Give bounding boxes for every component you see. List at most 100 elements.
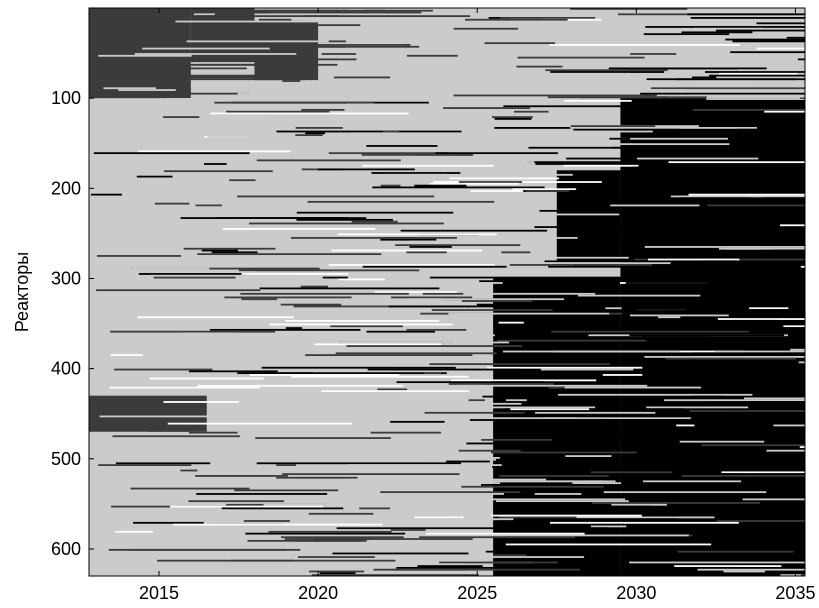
reactor-row-segment xyxy=(196,148,263,151)
reactor-row-segment xyxy=(173,565,291,567)
reactor-row-segment xyxy=(590,471,673,474)
reactor-row-segment xyxy=(196,15,339,18)
reactor-row-segment xyxy=(285,319,440,322)
reactor-row-segment xyxy=(546,458,754,461)
reactor-row-segment xyxy=(509,447,594,450)
reactor-row-segment xyxy=(435,152,558,155)
reactor-row-segment xyxy=(297,352,327,355)
reactor-row-segment xyxy=(224,296,352,299)
reactor-row-segment xyxy=(336,527,498,530)
reactor-row-segment xyxy=(609,137,631,140)
reactor-row-segment xyxy=(692,76,717,79)
reactor-row-segment xyxy=(512,188,577,191)
reactor-row-segment xyxy=(692,395,724,398)
reactor-row-segment xyxy=(133,521,204,524)
reactor-row-segment xyxy=(670,195,805,198)
reactor-row-segment xyxy=(89,301,137,304)
reactor-row-segment xyxy=(115,530,153,533)
reactor-row-segment xyxy=(786,36,805,39)
reactor-row-segment xyxy=(739,437,805,439)
reactor-row-segment xyxy=(390,529,426,531)
reactor-row-segment xyxy=(610,473,805,476)
reactor-row-segment xyxy=(627,319,781,322)
reactor-row-segment xyxy=(109,386,260,389)
reactor-row-segment xyxy=(485,550,572,553)
reactor-row-segment xyxy=(110,146,304,149)
reactor-row-segment xyxy=(681,31,753,34)
reactor-row-segment xyxy=(175,20,354,23)
reactor-row-segment xyxy=(443,107,531,109)
reactor-row-segment xyxy=(424,411,525,414)
reactor-row-segment xyxy=(461,300,533,302)
reactor-row-segment xyxy=(528,146,631,149)
reactor-row-segment xyxy=(234,11,422,14)
reactor-row-segment xyxy=(751,123,805,126)
reactor-row-segment xyxy=(177,58,357,61)
reactor-row-segment xyxy=(446,460,490,463)
reactor-row-segment xyxy=(370,431,442,434)
reactor-row-segment xyxy=(658,316,681,319)
reactor-row-segment xyxy=(396,381,545,384)
reactor-row-segment xyxy=(295,134,323,137)
reactor-row-segment xyxy=(499,516,577,519)
y-tick-label: 300 xyxy=(51,268,81,288)
reactor-row-segment xyxy=(636,157,759,160)
reactor-row-segment xyxy=(592,200,629,203)
reactor-row-segment xyxy=(503,350,680,353)
reactor-row-segment xyxy=(484,42,555,45)
reactor-row-segment xyxy=(493,554,527,557)
reactor-row-segment xyxy=(554,328,625,331)
reactor-row-segment xyxy=(132,62,149,64)
y-tick-label: 600 xyxy=(51,539,81,559)
reactor-row-segment xyxy=(602,374,643,376)
reactor-row-segment xyxy=(783,325,805,328)
reactor-row-segment xyxy=(483,402,522,405)
reactor-row-segment xyxy=(429,363,610,366)
reactor-row-segment xyxy=(395,244,521,247)
reactor-row-segment xyxy=(616,197,674,200)
reactor-row-segment xyxy=(150,274,293,277)
reactor-row-segment xyxy=(717,318,805,320)
reactor-row-segment xyxy=(719,247,805,250)
reactor-row-segment xyxy=(593,238,774,241)
reactor-row-segment xyxy=(625,337,658,340)
reactor-row-segment xyxy=(800,509,805,512)
reactor-row-segment xyxy=(390,33,428,36)
reactor-row-segment xyxy=(414,516,464,519)
reactor-row-segment xyxy=(163,170,273,173)
reactor-row-segment xyxy=(713,438,805,441)
reactor-row-segment xyxy=(293,305,470,308)
reactor-row-segment xyxy=(583,60,683,63)
reactor-row-segment xyxy=(134,53,297,55)
reactor-row-segment xyxy=(755,476,805,479)
reactor-row-segment xyxy=(284,538,372,540)
reactor-row-segment xyxy=(486,366,643,369)
reactor-row-segment xyxy=(547,96,669,99)
reactor-row-segment xyxy=(247,539,367,542)
reactor-row-segment xyxy=(794,96,805,99)
reactor-row-segment xyxy=(188,500,284,503)
reactor-row-segment xyxy=(388,305,540,308)
reactor-row-segment xyxy=(637,572,669,575)
x-axis-ticks: 2015 2020 2025 2030 2035 xyxy=(139,8,815,603)
reactor-row-segment xyxy=(129,267,320,270)
reactor-row-segment xyxy=(686,213,805,216)
reactor-row-segment xyxy=(457,213,620,216)
reactor-row-segment xyxy=(679,440,765,443)
reactor-row-segment xyxy=(234,489,339,492)
reactor-row-segment xyxy=(636,181,705,183)
reactor-row-segment xyxy=(736,128,805,131)
reactor-row-segment xyxy=(103,87,157,90)
reactor-row-segment xyxy=(361,154,473,156)
reactor-row-segment xyxy=(461,485,604,488)
reactor-row-segment xyxy=(718,72,798,75)
reactor-row-segment xyxy=(468,399,485,402)
reactor-row-segment xyxy=(245,532,406,535)
reactor-row-segment xyxy=(625,282,742,284)
reactor-row-segment xyxy=(545,69,668,72)
reactor-row-segment xyxy=(180,255,241,257)
reactor-row-segment xyxy=(453,27,519,30)
reactor-row-segment xyxy=(746,327,805,329)
reactor-row-segment xyxy=(570,8,688,10)
